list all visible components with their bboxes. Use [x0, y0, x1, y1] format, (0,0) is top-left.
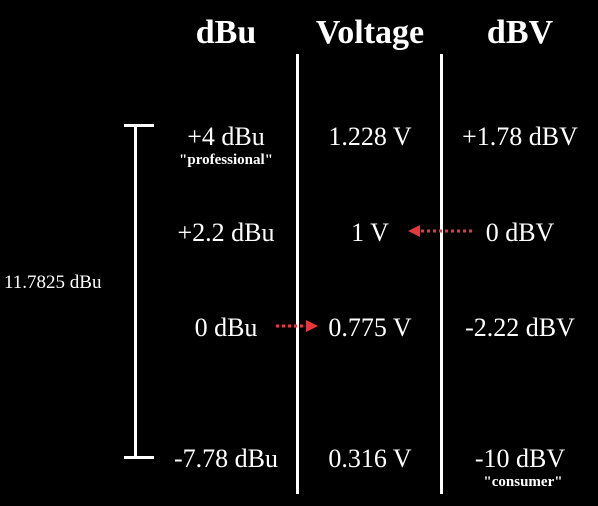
dbv-value-row-3: -2.22 dBV [465, 313, 575, 342]
dbv-value-row-1: +1.78 dBV [462, 122, 578, 151]
dbv-value-row-2: 0 dBV [485, 218, 555, 247]
voltage-value-row-3: 0.775 V [328, 313, 412, 342]
range-bracket-top [124, 124, 154, 127]
divider-left [296, 54, 299, 494]
header-dbv: dBV [486, 14, 554, 51]
header-voltage: Voltage [315, 14, 425, 51]
range-bracket [134, 124, 137, 459]
dbu-value-row-2: +2.2 dBu [177, 218, 275, 247]
dbu-value-row-4: -7.78 dBu [174, 444, 278, 473]
professional-note: "professional" [179, 152, 273, 168]
dbu-value-row-3: 0 dBu [194, 313, 258, 342]
divider-right [440, 54, 443, 494]
voltage-value-row-1: 1.228 V [328, 122, 412, 151]
range-label: 11.7825 dBu [4, 272, 102, 293]
voltage-value-row-4: 0.316 V [328, 444, 412, 473]
arrow-0dbu-to-0775v [276, 320, 318, 332]
dbv-value-row-4: -10 dBV [474, 444, 566, 473]
voltage-value-row-2: 1 V [351, 218, 389, 247]
arrow-0dbv-to-1v [408, 225, 472, 237]
dbu-value-row-1: +4 dBu [187, 122, 265, 151]
consumer-note: "consumer" [483, 474, 563, 490]
range-bracket-bottom [124, 456, 154, 459]
header-dbu: dBu [195, 14, 257, 51]
